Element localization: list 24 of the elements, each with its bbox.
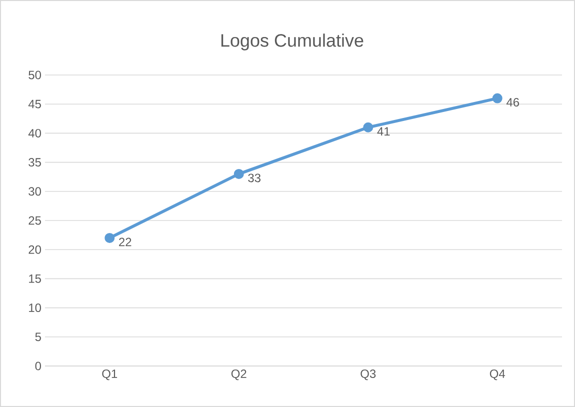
x-tick-label: Q4 <box>490 370 506 380</box>
chart-title: Logos Cumulative <box>221 34 364 50</box>
x-tick-label: Q2 <box>231 370 246 380</box>
point <box>234 168 244 179</box>
data-label: 22 <box>119 238 132 246</box>
point <box>104 232 115 243</box>
y-tick-label: 15 <box>29 274 41 283</box>
y-tick-label: 20 <box>28 245 42 254</box>
y-tick-label: 25 <box>28 216 41 225</box>
x-tick-label: Q1 <box>102 370 118 380</box>
x-tick-label: Q3 <box>360 370 376 380</box>
y-tick-label: 40 <box>28 128 42 138</box>
y-tick-label: 0 <box>35 362 42 370</box>
point <box>492 93 502 104</box>
point <box>363 122 374 132</box>
y-tick-label: 35 <box>28 158 41 167</box>
y-tick-label: 5 <box>35 332 41 342</box>
y-tick-label: 45 <box>28 100 41 108</box>
data-label: 41 <box>377 127 390 136</box>
y-tick-label: 10 <box>29 304 42 312</box>
y-tick-label: 30 <box>28 187 42 196</box>
y-tick-label: 50 <box>28 70 42 80</box>
data-label: 46 <box>506 98 520 107</box>
data-label: 33 <box>248 174 261 182</box>
